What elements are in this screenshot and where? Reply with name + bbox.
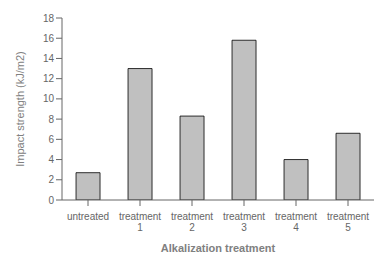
svg-text:16: 16 xyxy=(43,33,55,44)
svg-text:treatment5: treatment5 xyxy=(327,211,369,233)
svg-text:18: 18 xyxy=(43,13,55,24)
svg-text:4: 4 xyxy=(48,154,54,165)
svg-text:0: 0 xyxy=(48,195,54,206)
svg-text:10: 10 xyxy=(43,93,55,104)
svg-text:14: 14 xyxy=(43,53,55,64)
svg-text:2: 2 xyxy=(48,174,54,185)
svg-text:Alkalization treatment: Alkalization treatment xyxy=(161,242,276,254)
svg-text:treatment4: treatment4 xyxy=(275,211,317,233)
svg-text:12: 12 xyxy=(43,73,55,84)
svg-text:Impact strength (kJ/m2): Impact strength (kJ/m2) xyxy=(14,51,26,167)
svg-text:treatment3: treatment3 xyxy=(223,211,265,233)
svg-text:treatment2: treatment2 xyxy=(171,211,213,233)
svg-text:untreated: untreated xyxy=(67,211,109,222)
svg-text:treatment1: treatment1 xyxy=(119,211,161,233)
svg-text:8: 8 xyxy=(48,114,54,125)
svg-text:6: 6 xyxy=(48,134,54,145)
